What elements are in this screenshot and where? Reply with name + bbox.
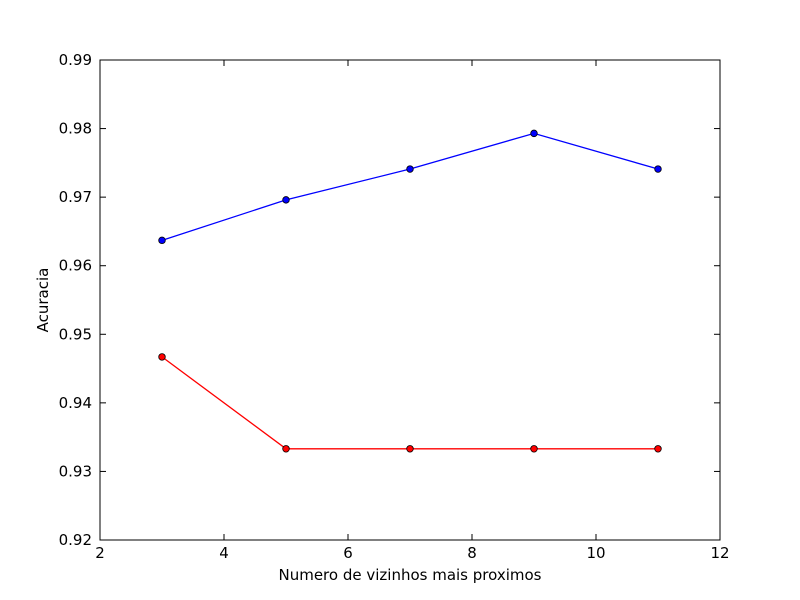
series-1-point	[406, 165, 414, 173]
series-2-point	[282, 445, 290, 453]
series-1-point	[158, 236, 166, 245]
series-1-point	[282, 196, 290, 204]
y-tick-label: 0.96	[59, 257, 92, 275]
y-tick-label: 0.99	[59, 51, 92, 69]
ticks-layer: 2 4 6 8 10 12 0.92 0.93 0.94 0.95 0.96 0.97 0.98 0.99	[59, 51, 730, 562]
x-tick-label: 10	[586, 544, 605, 562]
x-tick-label: 8	[467, 544, 477, 562]
x-tick-label: 2	[95, 544, 105, 562]
plot-area	[100, 60, 720, 540]
y-tick-label: 0.95	[59, 325, 92, 343]
series-2-point	[158, 353, 166, 361]
series-layer	[158, 129, 662, 453]
series-1-point	[654, 165, 662, 173]
x-tick-label: 12	[710, 544, 729, 562]
y-tick-label: 0.94	[59, 394, 92, 412]
x-tick-label: 4	[219, 544, 229, 562]
x-tick-label: 6	[343, 544, 353, 562]
y-axis-label: Acuracia	[34, 268, 52, 333]
y-tick-label: 0.97	[59, 188, 92, 206]
y-tick-label: 0.92	[59, 531, 92, 549]
series-2-point	[654, 445, 662, 453]
y-tick-label: 0.93	[59, 462, 92, 480]
x-axis-label: Numero de vizinhos mais proximos	[278, 566, 541, 584]
y-tick-label: 0.98	[59, 120, 92, 138]
plot-frame	[99, 59, 721, 541]
series-2-point	[406, 445, 414, 453]
series-2-point	[530, 445, 538, 453]
series-1-point	[530, 129, 538, 138]
